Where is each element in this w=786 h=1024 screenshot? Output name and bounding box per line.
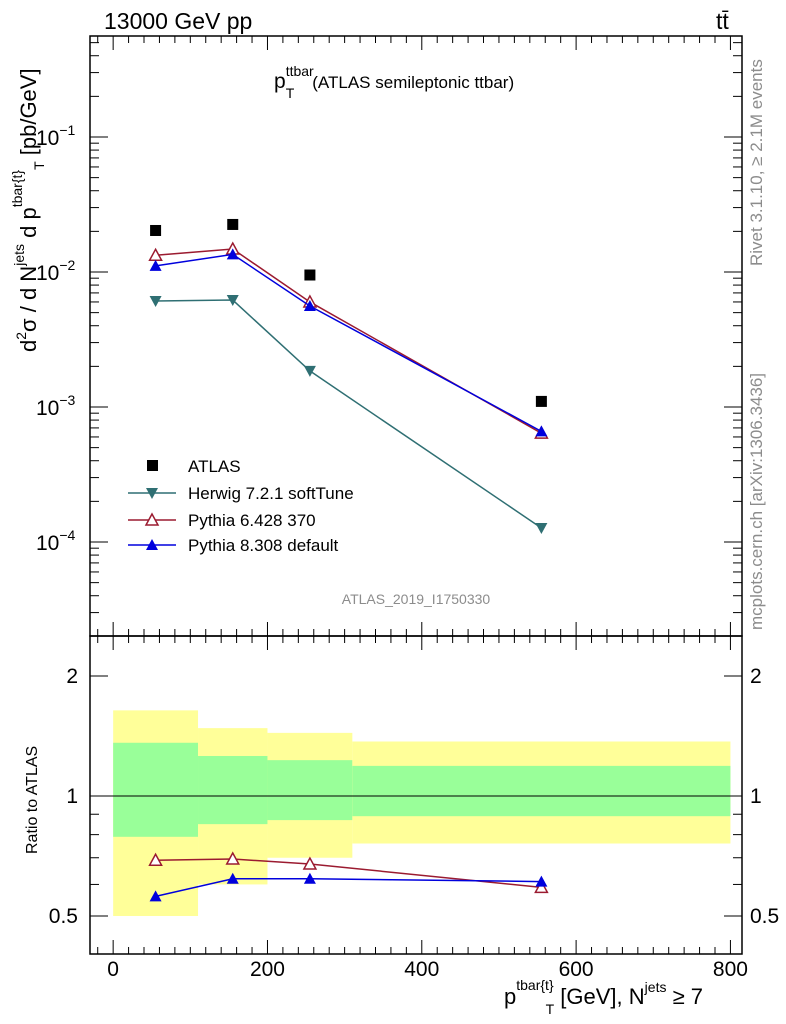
main-axis-ticks: [90, 36, 742, 954]
ratio-line-1: [155, 878, 542, 898]
x-tick-label: 0: [107, 958, 119, 981]
data-point-0-3: [535, 395, 547, 407]
mcplots-label: mcplots.cern.ch [arXiv:1306.3436]: [747, 373, 766, 630]
ratio-panel: 2 21 10.5 0.5 0 200 400 600 800 Ratio to ATLAS …: [24, 635, 779, 1017]
data-point-3-3: [535, 425, 548, 437]
ratio-frame: [89, 635, 743, 955]
ratio-line-0: [155, 858, 542, 889]
uncertainty-band-stat: [113, 742, 199, 837]
ratio-point-0-3: [534, 879, 549, 894]
x-tick-label: 800: [713, 958, 748, 981]
ratio-y-tick-label-right: 2: [750, 665, 762, 688]
ratio-y-tick-label-left: 1: [66, 785, 78, 808]
ratio-y-tick-label-right: 0.5: [750, 905, 779, 928]
data-point-1-1: [226, 295, 239, 307]
energy-label: 13000 GeV pp: [104, 8, 252, 34]
data-point-0-1: [227, 218, 239, 230]
ratio-series-layer: [148, 851, 549, 902]
uncertainty-band-stat: [198, 755, 268, 825]
uncertainty-band-stat: [352, 765, 731, 817]
legend-marker-pythia6: [144, 512, 160, 526]
x-tick-label: 600: [559, 958, 594, 981]
legend-marker-herwig: [146, 488, 158, 499]
ratio-point-1-2: [303, 872, 316, 884]
ratio-point-0-1: [225, 851, 241, 865]
data-point-1-2: [303, 365, 316, 377]
ratio-point-1-3: [535, 875, 548, 887]
ratio-point-0-0: [148, 852, 163, 866]
legend-marker-atlas: [147, 460, 158, 471]
ratio-point-0-2: [302, 856, 318, 870]
process-label: tt̄: [716, 8, 729, 34]
data-point-1-0: [149, 295, 162, 307]
main-y-tick-label: 10−2: [36, 257, 76, 285]
series-line-1: [155, 299, 542, 529]
data-point-1-3: [535, 522, 548, 534]
data-point-3-1: [226, 248, 239, 260]
chart-title: pttbar T(ATLAS semileptonic ttbar): [274, 63, 514, 101]
data-point-0-2: [304, 269, 316, 281]
main-y-tick-label: 10−4: [36, 527, 76, 555]
ratio-y-tick-label-left: 2: [66, 665, 78, 688]
legend-marker-pythia8: [146, 539, 158, 550]
data-point-3-0: [149, 259, 162, 271]
uncertainty-band-stat: [267, 760, 353, 821]
ratio-uncertainty-bands: [113, 710, 731, 916]
ratio-point-1-1: [226, 872, 239, 884]
ratio-y-tick-labels: 2 2 1 1 0.5 0.5: [49, 665, 779, 928]
x-tick-labels: 0 200 400 600 800: [107, 958, 748, 981]
main-y-tick-labels: 10−1 10−2 10−3 10−4: [36, 122, 76, 555]
rivet-label: Rivet 3.1.10, ≥ 2.1M events: [747, 59, 766, 266]
data-point-0-0: [150, 224, 162, 236]
analysis-watermark: ATLAS_2019_I1750330: [342, 591, 491, 607]
x-tick-label: 400: [404, 958, 439, 981]
legend-label-atlas: ATLAS: [188, 457, 241, 476]
data-point-3-2: [303, 299, 316, 311]
legend-label-pythia8: Pythia 8.308 default: [188, 536, 339, 555]
series-line-2: [155, 248, 542, 434]
main-series-layer: [148, 218, 549, 534]
ratio-y-axis-label: Ratio to ATLAS: [24, 746, 41, 854]
main-y-tick-label: 10−1: [36, 122, 76, 150]
x-axis-label: ptbar{t} T [GeV], Njets ≥ 7: [504, 977, 703, 1017]
legend-label-herwig: Herwig 7.2.1 softTune: [188, 484, 354, 503]
main-y-axis-label: d2σ / d Njets d ptbar{t}T [pb/GeV]: [9, 68, 47, 352]
ratio-y-tick-label-right: 1: [750, 785, 762, 808]
ratio-y-tick-label-left: 0.5: [49, 905, 78, 928]
ratio-point-1-0: [149, 890, 162, 902]
x-tick-label: 200: [250, 958, 285, 981]
legend: ATLAS Herwig 7.2.1 softTune Pythia 6.428…: [128, 457, 354, 555]
ratio-axis-ticks: [90, 675, 742, 917]
legend-label-pythia6: Pythia 6.428 370: [188, 511, 316, 530]
main-y-tick-label: 10−3: [36, 392, 76, 420]
series-line-3: [155, 253, 542, 433]
